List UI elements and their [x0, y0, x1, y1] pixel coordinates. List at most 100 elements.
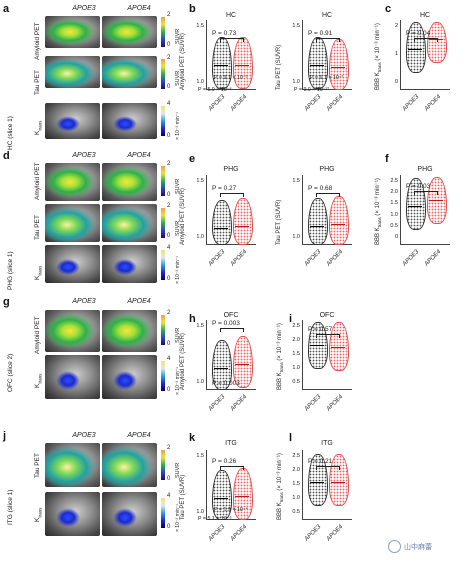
row-label-amyloid: Amyloid PET [34, 22, 41, 60]
row-label-ktrans: Ktrans [34, 373, 43, 388]
significance-bracket [316, 466, 340, 470]
significance-bracket [414, 38, 438, 42]
y-tick-label: 1.0 [196, 234, 204, 240]
plot-area [400, 175, 450, 245]
panel-letter-a: a [3, 3, 10, 15]
y-tick-label: 1.5 [292, 23, 300, 29]
violin-apoe4 [233, 467, 253, 520]
chart-title: HC [225, 12, 237, 19]
y-tick-label: 1.0 [196, 79, 204, 85]
y-axis-label: BBB Ktrans (× 10⁻³ min⁻¹) [375, 23, 383, 90]
colorbar [161, 208, 165, 238]
brain-image [102, 492, 157, 536]
col-header-apoe4: APOE4 [127, 5, 151, 12]
brain-image [102, 355, 157, 399]
colorbar-max: 2 [167, 12, 171, 18]
y-tick-label: 0 [394, 79, 398, 85]
colorbar-min: 0 [167, 84, 171, 90]
violin-apoe3 [308, 37, 328, 89]
brain-image [102, 56, 157, 88]
significance-bracket [316, 38, 340, 42]
brain-image [45, 443, 100, 487]
p-value-annotation: P = 0.04 [406, 30, 431, 37]
violin-apoe3 [212, 340, 232, 390]
colorbar-label: × 10⁻³ min⁻¹ [175, 256, 181, 284]
y-tick-label: 0.5 [390, 222, 398, 229]
y-axis-label: Tau PET (SUVR) [276, 199, 282, 245]
colorbar [161, 250, 165, 280]
plot-area [302, 320, 352, 390]
p-value-annotation: P = 1.9 × 10⁻⁴ [214, 507, 248, 513]
brain-image [45, 16, 100, 48]
p-value-annotation: P = 0.003 [212, 320, 240, 327]
row-label-tau: Tau PET [34, 453, 41, 478]
colorbar-min: 0 [167, 341, 171, 347]
brain-image [45, 310, 100, 352]
brain-image [45, 204, 100, 242]
chart-title: OFC [223, 312, 239, 319]
plot-area [400, 20, 450, 90]
median-line [214, 498, 228, 500]
median-line [429, 39, 443, 41]
colorbar [161, 59, 165, 89]
col-header-apoe4: APOE4 [127, 152, 151, 159]
median-line [331, 224, 345, 225]
y-tick-label: 1.5 [196, 178, 204, 184]
median-line [214, 368, 228, 370]
violin-apoe4 [427, 22, 447, 64]
panel-letter-g: g [3, 296, 10, 308]
p-value-annotation: P = 0.03 [406, 183, 431, 190]
plot-area [206, 450, 256, 520]
y-axis-label: Amyloid PET (SUVR) [180, 333, 186, 390]
median-line [310, 65, 324, 66]
violin-apoe3 [308, 197, 328, 245]
row-label-ktrans: Ktrans [34, 265, 43, 280]
colorbar-min: 0 [167, 276, 171, 282]
y-axis-label: BBB Ktrans (× 10⁻³ min⁻¹) [277, 323, 285, 390]
colorbar [161, 17, 165, 47]
colorbar [161, 315, 165, 345]
brain-image [45, 355, 100, 399]
panel-letter-i: i [289, 313, 293, 325]
violin-apoe4 [233, 37, 253, 89]
violin-apoe4 [233, 335, 253, 388]
plot-area [302, 20, 352, 90]
row-label-ktrans: Ktrans [34, 507, 43, 522]
brain-image [102, 204, 157, 242]
panel-letter-c: c [385, 3, 392, 15]
y-tick-label: 1.0 [292, 365, 300, 371]
panel-letter-l: l [289, 432, 293, 444]
colorbar-max: 2 [167, 445, 171, 451]
colorbar-max: 2 [167, 310, 171, 316]
panel-letter-d: d [3, 150, 10, 162]
row-label-ktrans: Ktrans [34, 120, 43, 135]
median-line [214, 65, 228, 66]
median-line [310, 225, 324, 227]
colorbar-min: 0 [167, 387, 171, 393]
significance-bracket [220, 466, 244, 470]
violin-apoe3 [308, 454, 328, 507]
row-label-tau: Tau PET [34, 215, 41, 240]
p-value-annotation: P = 9.0 × 10⁻¹² [294, 87, 330, 93]
p-value-annotation: P = 0.91 [308, 30, 333, 37]
median-line [408, 48, 422, 50]
y-tick-label: 1.5 [292, 351, 300, 357]
plot-area [302, 450, 352, 520]
median-line [331, 482, 345, 484]
p-value-annotation: P = 0.73 [212, 30, 237, 37]
significance-bracket [220, 38, 244, 42]
plot-area [206, 20, 256, 90]
chart-title: PHG [417, 166, 433, 173]
plot-area [302, 175, 352, 245]
colorbar-min: 0 [167, 233, 171, 239]
col-header-apoe3: APOE3 [72, 432, 96, 439]
chart-title: OFC [319, 312, 335, 319]
y-axis-label: Amyloid PET (SUVR) [180, 188, 186, 245]
chart-title: ITG [321, 440, 333, 447]
p-value-annotation: P = 6.7 × 10⁻⁷ [310, 75, 344, 81]
panel-letter-f: f [385, 153, 389, 165]
median-line [235, 225, 249, 227]
chart-title: PHG [319, 166, 335, 173]
y-tick-label: 2.0 [390, 189, 398, 196]
p-value-annotation: P = 0.57 [308, 326, 333, 333]
